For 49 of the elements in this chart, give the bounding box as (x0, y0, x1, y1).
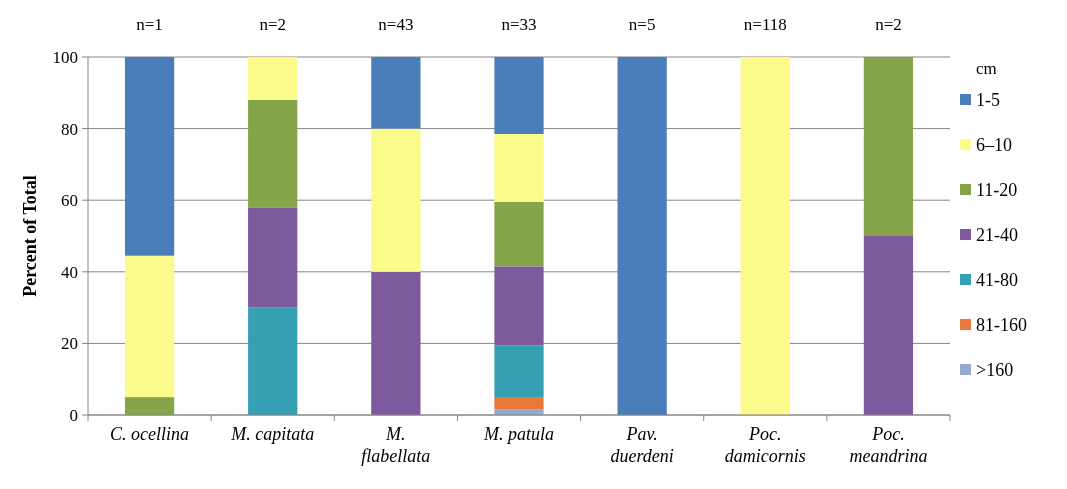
bar (494, 266, 544, 346)
bar (124, 255, 175, 398)
legend-label: 11-20 (976, 180, 1018, 201)
y-tick-label: 60 (61, 191, 78, 211)
legend-label: >160 (976, 360, 1014, 381)
text: n=5 (628, 15, 656, 34)
bar (248, 57, 298, 100)
text: n=2 (875, 15, 902, 34)
text: n=33 (501, 15, 537, 34)
y-tick-label: 40 (61, 262, 78, 282)
x-tick-label: Poc. damicornis (724, 424, 806, 466)
legend-label: 6–10 (976, 135, 1012, 156)
bar (371, 128, 421, 272)
text: n=2 (259, 15, 287, 34)
text: n=118 (743, 15, 787, 34)
legend-label: 1-5 (976, 90, 1000, 111)
y-tick-label: 20 (61, 334, 78, 354)
y-tick-label: 0 (69, 405, 78, 425)
text: n=1 (136, 15, 163, 34)
bar (248, 307, 298, 415)
bar (248, 99, 298, 208)
bar (617, 57, 667, 415)
bar (124, 397, 175, 415)
bar (371, 271, 421, 415)
bar (124, 57, 175, 256)
bar (371, 57, 421, 129)
bar (863, 236, 914, 415)
y-tick-label: 80 (61, 119, 78, 139)
x-tick-label: M. capitata (230, 424, 315, 444)
x-tick-label: Poc. meandrina (849, 424, 928, 466)
bar (494, 201, 544, 267)
bar (494, 57, 544, 134)
bar (740, 57, 790, 415)
legend-label: 41-80 (976, 270, 1018, 291)
bar (863, 57, 914, 236)
legend-title: cm (976, 59, 997, 78)
x-tick-label: M. flabellata (361, 424, 431, 466)
legend-label: 21-40 (976, 225, 1018, 246)
bar (494, 345, 544, 398)
bar (494, 397, 544, 410)
legend-label: 81-160 (976, 315, 1027, 336)
bar (494, 133, 544, 202)
text: n=43 (378, 15, 414, 34)
y-axis-title: Percent of Total (20, 175, 40, 297)
x-tick-label: M. patula (483, 424, 554, 444)
y-tick-label: 100 (52, 47, 78, 67)
x-tick-label: Pav. duerdeni (610, 424, 674, 466)
x-tick-label: C. ocellina (110, 424, 190, 444)
bar (248, 207, 298, 308)
